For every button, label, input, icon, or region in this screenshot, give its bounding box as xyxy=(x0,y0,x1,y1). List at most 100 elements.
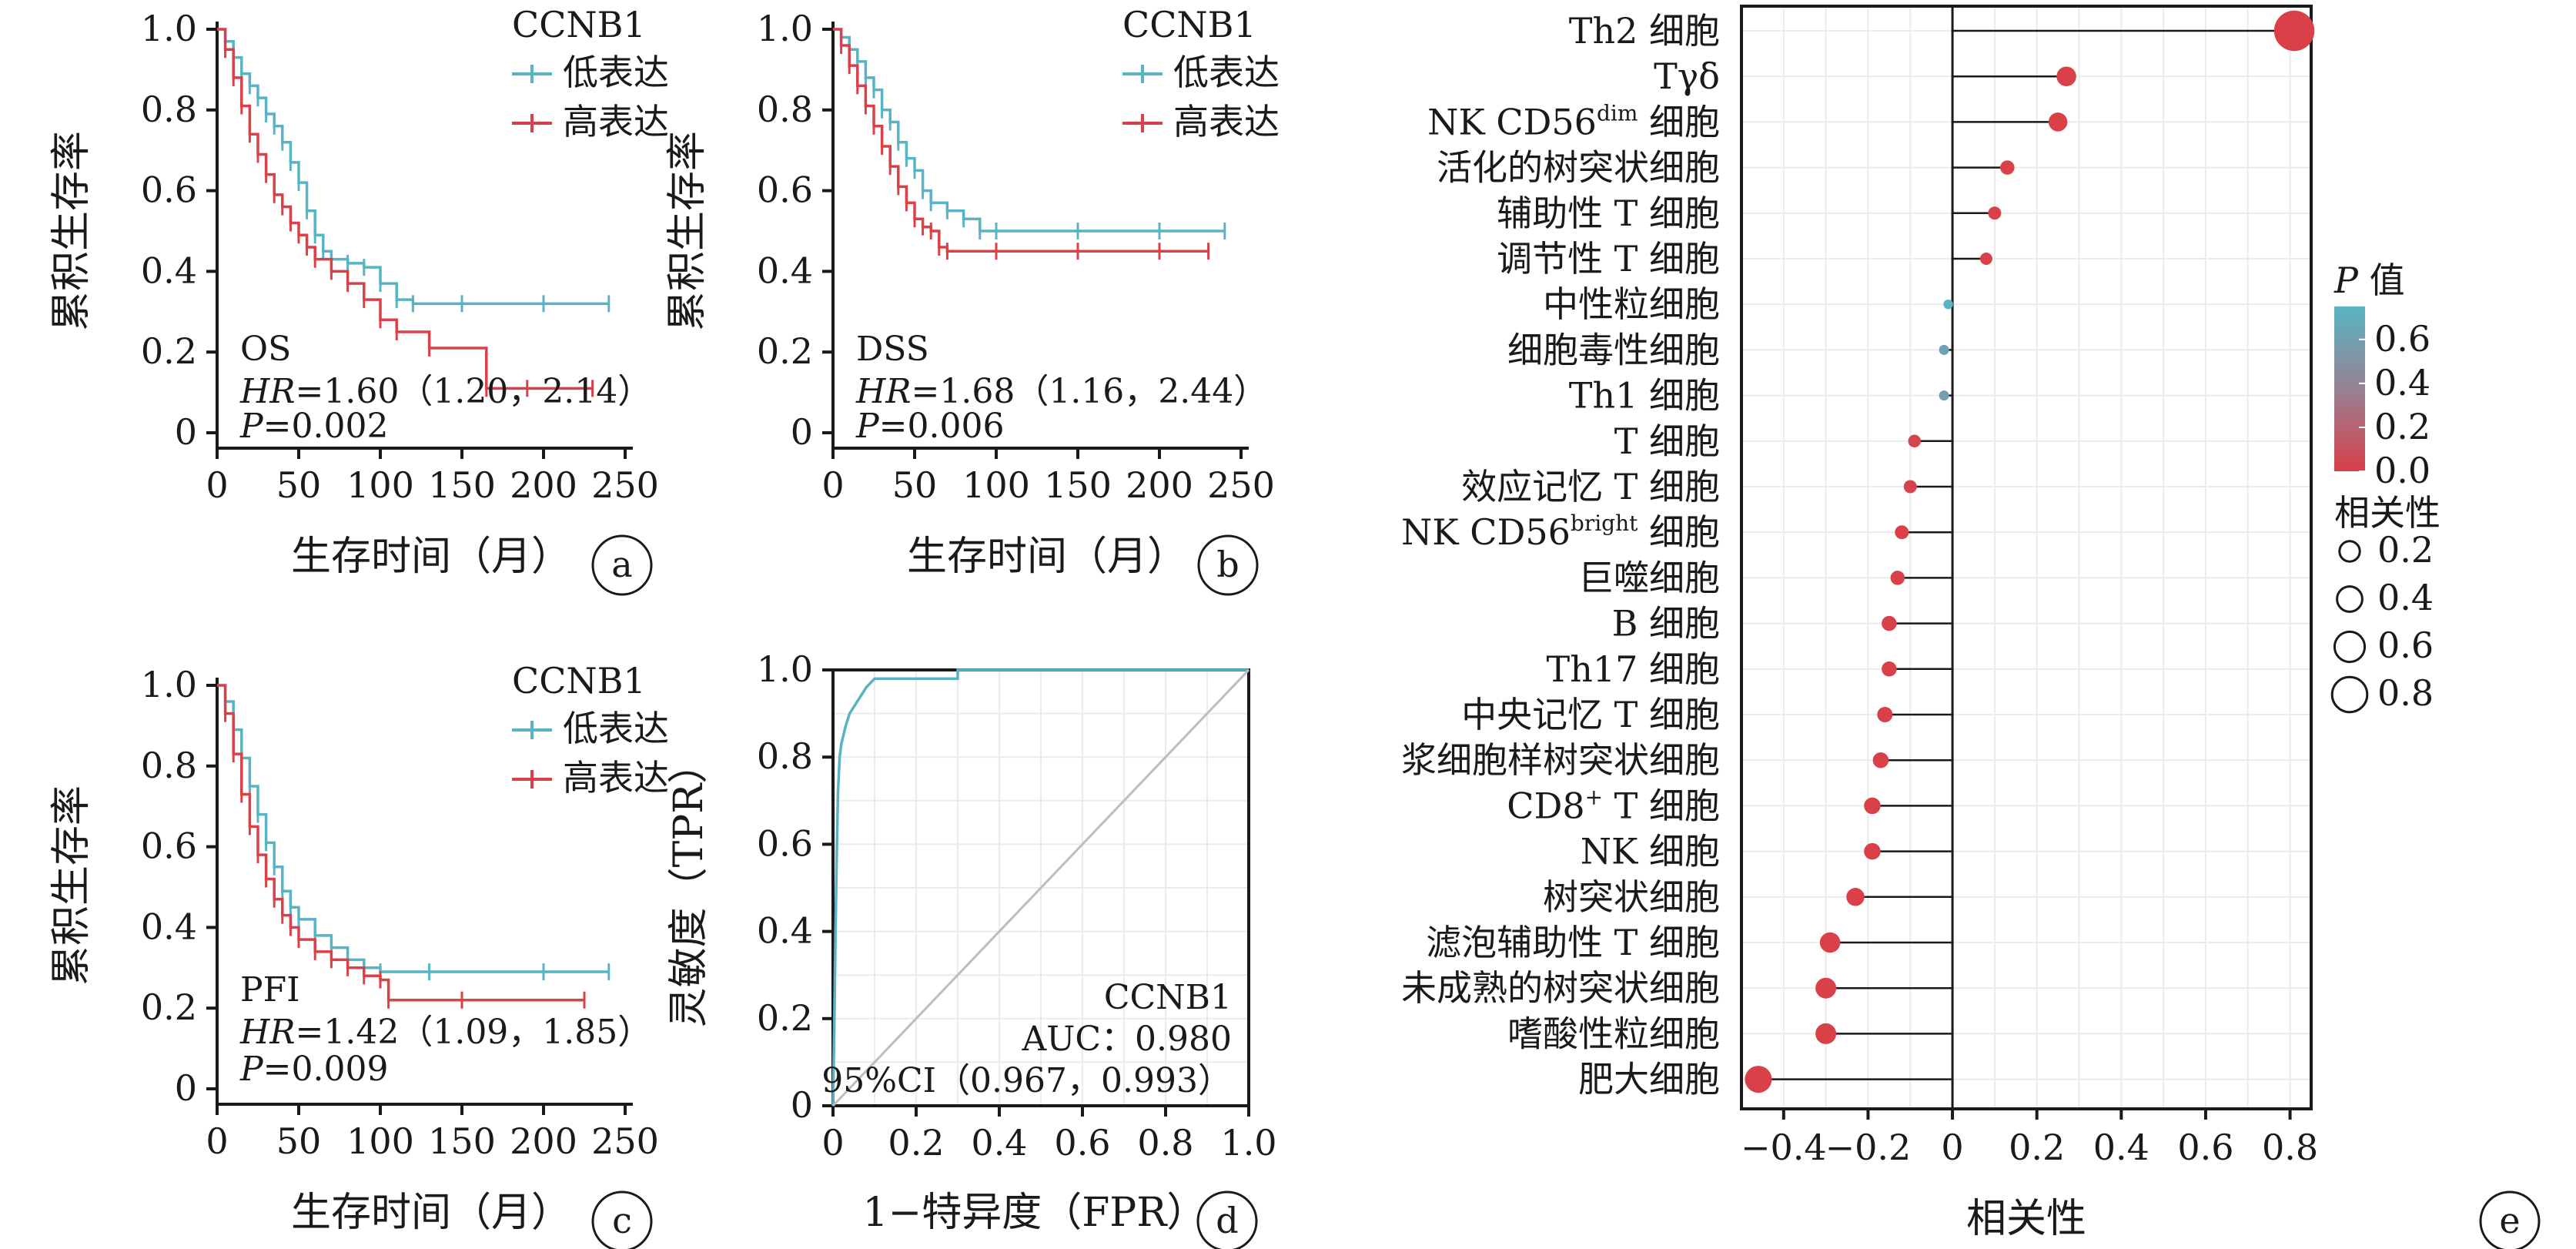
panel-d-roc-curve: 0 0.2 0.4 0.6 0.8 1.0 0 0.2 0.4 0.6 0.8 1.0 灵敏度（TPR）… xyxy=(666,648,1277,1249)
x-tick-label: −0.2 xyxy=(1825,1127,1912,1168)
lollipop-dot xyxy=(1877,707,1893,722)
cell-type-label: 巨噬细胞 xyxy=(1578,557,1720,598)
x-tick-label: 0.2 xyxy=(2009,1127,2065,1168)
y-tick-label: 0.8 xyxy=(757,735,813,777)
lollipop-dot xyxy=(1864,797,1881,815)
lollipop-dot xyxy=(2000,160,2015,175)
stat-annotation: HR=1.68（1.16，2.44） xyxy=(855,372,1267,411)
cell-type-label: 细胞毒性细胞 xyxy=(1507,329,1720,370)
x-tick-label: 150 xyxy=(1044,464,1112,506)
lollipop-dot xyxy=(1815,1023,1837,1044)
y-tick-label: 0 xyxy=(175,411,197,453)
cell-type-label: 调节性 T 细胞 xyxy=(1497,238,1720,280)
y-axis-label: 累积生存率 xyxy=(664,131,711,331)
panel-b-dss-curve: 0 0.2 0.4 0.6 0.8 1.0 0 50 100 150 200 250 累积生存率生存时间… xyxy=(664,4,1280,596)
x-tick-label: 0.6 xyxy=(1054,1122,1110,1164)
x-tick-label: 0.6 xyxy=(2177,1127,2233,1168)
size-legend-label: 0.6 xyxy=(2377,624,2434,666)
y-tick-label: 0 xyxy=(175,1067,197,1109)
y-tick-label: 1.0 xyxy=(141,8,197,49)
cell-type-label: 中央记忆 T 细胞 xyxy=(1461,694,1720,735)
lollipop-dot xyxy=(1939,390,1949,401)
y-tick-label: 0.8 xyxy=(757,89,813,130)
y-tick-label: 0.4 xyxy=(757,249,813,291)
stat-annotation: P=0.002 xyxy=(239,407,388,446)
lollipop-dot xyxy=(1895,525,1909,540)
lollipop-dot xyxy=(1819,932,1841,953)
legend-label: 低表达 xyxy=(563,52,669,93)
cell-type-label: Th17 细胞 xyxy=(1547,648,1720,690)
y-tick-label: 0 xyxy=(791,1084,813,1126)
x-tick-label: 100 xyxy=(346,1120,414,1162)
panel-letter: b xyxy=(1216,544,1239,585)
x-tick-label: 200 xyxy=(1126,464,1193,506)
x-tick-label: 0.8 xyxy=(2262,1127,2318,1168)
y-tick-label: 1.0 xyxy=(141,664,197,705)
cell-type-label: 未成熟的树突状细胞 xyxy=(1401,967,1720,1009)
p-legend-tick: 0.4 xyxy=(2374,362,2430,403)
x-tick-label: 250 xyxy=(591,1120,659,1162)
roc-annotation: CCNB1 xyxy=(1104,978,1232,1017)
cell-type-label: 肥大细胞 xyxy=(1578,1059,1720,1100)
x-tick-label: 0.2 xyxy=(888,1122,944,1164)
y-tick-label: 1.0 xyxy=(757,648,813,690)
legend-label: 高表达 xyxy=(1173,101,1280,142)
roc-annotation: 95%CI（0.967，0.993） xyxy=(821,1061,1232,1100)
panel-letter: c xyxy=(612,1200,632,1241)
x-tick-label: 150 xyxy=(428,1120,496,1162)
stat-annotation: P=0.009 xyxy=(239,1050,388,1089)
stat-annotation: P=0.006 xyxy=(855,407,1004,446)
stat-annotation: PFI xyxy=(240,970,300,1010)
y-tick-label: 0.2 xyxy=(141,330,197,372)
y-tick-label: 0.2 xyxy=(141,986,197,1028)
x-tick-label: 0 xyxy=(821,464,844,506)
y-tick-label: 1.0 xyxy=(757,8,813,49)
lollipop-dot xyxy=(1908,434,1921,448)
lollipop-dot xyxy=(1882,615,1897,631)
cell-type-label: 滤泡辅助性 T 细胞 xyxy=(1426,922,1720,963)
y-tick-label: 0.8 xyxy=(141,745,197,786)
lollipop-dot xyxy=(1939,344,1949,355)
y-axis-label: 累积生存率 xyxy=(49,785,95,986)
p-colorbar xyxy=(2334,306,2365,471)
y-tick-label: 0.2 xyxy=(757,330,813,372)
size-legend-circle xyxy=(2333,630,2367,664)
legend-title: CCNB1 xyxy=(512,4,646,45)
x-tick-label: 0.4 xyxy=(2093,1127,2149,1168)
y-tick-label: 0.6 xyxy=(141,169,197,211)
legend-label: 低表达 xyxy=(1173,52,1280,93)
p-legend-title: P 值 xyxy=(2333,260,2405,301)
roc-annotation: AUC：0.980 xyxy=(1022,1020,1233,1059)
cell-type-label: Th1 细胞 xyxy=(1569,375,1720,417)
legend-label: 高表达 xyxy=(563,757,669,799)
size-legend-label: 0.8 xyxy=(2377,672,2434,714)
x-tick-label: 50 xyxy=(892,464,938,506)
x-tick-label: 100 xyxy=(346,464,414,506)
km-curve-high xyxy=(833,28,1209,253)
legend-title: CCNB1 xyxy=(512,660,646,702)
km-curve-low xyxy=(833,28,1225,233)
cell-type-label: B 细胞 xyxy=(1612,603,1720,645)
panel-letter-circle xyxy=(591,534,653,596)
x-tick-label: 0 xyxy=(1941,1127,1963,1168)
x-tick-label: 50 xyxy=(276,1120,322,1162)
size-legend-circle xyxy=(2330,675,2369,714)
x-axis-label: 生存时间（月） xyxy=(291,534,571,580)
cell-type-label: Tγδ xyxy=(1654,55,1720,97)
lollipop-dot xyxy=(1872,752,1889,768)
lollipop-dot xyxy=(1988,206,2002,220)
y-tick-label: 0.4 xyxy=(757,910,813,952)
p-legend-tick: 0.0 xyxy=(2374,450,2430,491)
lollipop-dot xyxy=(2273,10,2315,52)
km-curve-high xyxy=(217,684,584,1002)
cell-type-label: 浆细胞样树突状细胞 xyxy=(1401,739,1720,781)
lollipop-dot xyxy=(1815,977,1837,999)
x-tick-label: 200 xyxy=(510,464,577,506)
y-tick-label: 0.4 xyxy=(141,906,197,947)
size-legend-label: 0.4 xyxy=(2377,577,2434,618)
panel-letter: a xyxy=(611,544,632,585)
x-axis-label: 相关性 xyxy=(1966,1196,2086,1242)
lollipop-dot xyxy=(2048,112,2068,132)
x-axis-label: 生存时间（月） xyxy=(907,534,1187,580)
